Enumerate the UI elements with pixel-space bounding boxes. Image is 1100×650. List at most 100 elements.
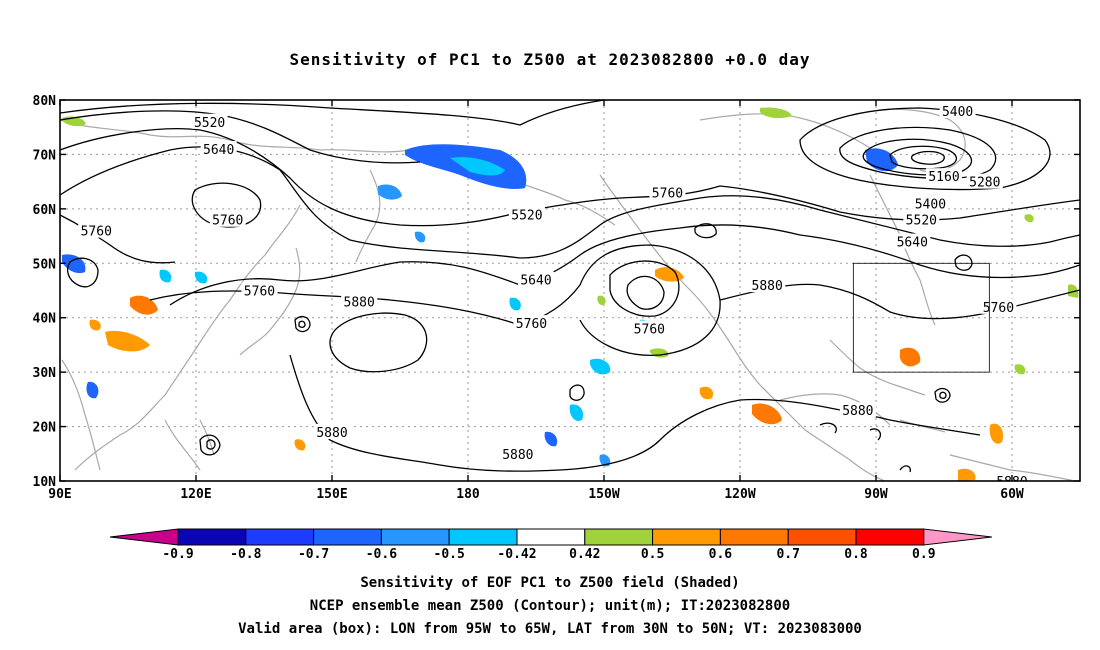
map-border xyxy=(59,99,1081,482)
contour-label: 5160 xyxy=(928,170,959,185)
z500-contours xyxy=(60,100,1080,473)
colorbar-segment xyxy=(855,528,925,546)
lat-tick-label: 60N xyxy=(33,203,57,218)
contour-label: 5400 xyxy=(915,197,946,212)
negative-patch xyxy=(450,157,505,176)
colorbar-segment xyxy=(245,528,315,546)
colorbar-segment xyxy=(516,528,586,546)
contour-label-bg xyxy=(78,222,115,238)
contour-label-bg xyxy=(518,271,554,287)
colorbar-segment xyxy=(584,528,654,546)
contour-label-bg xyxy=(314,424,350,440)
lon-tick-label: 120W xyxy=(724,487,755,502)
lat-tick-label: 10N xyxy=(33,475,57,490)
lon-tick-label: 180 xyxy=(456,487,480,502)
contour-label-bg xyxy=(191,113,228,129)
colorbar-segment xyxy=(448,528,518,546)
positive-patch xyxy=(989,423,1004,444)
contour-label: 5520 xyxy=(906,214,937,229)
contour-label: 5880 xyxy=(316,426,347,441)
lat-tick-label: 50N xyxy=(33,257,57,272)
contour-labels: 5520 5640 5760 5760 5760 5880 5520 5640 5760 5760… xyxy=(78,102,1030,481)
positive-patch xyxy=(294,439,306,451)
valid-area-box xyxy=(852,262,990,373)
contour-label-bg xyxy=(631,320,668,336)
contour-label-bg xyxy=(499,445,536,461)
lat-tick-label: 80N xyxy=(33,94,57,109)
positive-patch xyxy=(752,403,782,425)
contour-label-bg xyxy=(912,195,949,211)
contour-label: 5280 xyxy=(969,176,1000,191)
negative-patch xyxy=(86,381,99,399)
footer-contour-description: NCEP ensemble mean Z500 (Contour); unit(… xyxy=(309,598,791,614)
negative-patch xyxy=(378,184,402,200)
colorbar-label: -0.7 xyxy=(298,547,329,562)
lat-tick-label: 40N xyxy=(33,312,57,327)
negative-patch xyxy=(569,404,584,421)
footer-shading-description: Sensitivity of EOF PC1 to Z500 field (Sh… xyxy=(360,575,740,591)
negative-patch xyxy=(544,431,558,447)
colorbar-label: 0.42 xyxy=(569,547,600,562)
lat-tick-label: 70N xyxy=(33,148,57,163)
colorbar-label: 0.8 xyxy=(844,547,868,562)
contour-label-bg xyxy=(966,173,1003,189)
footer-valid-area-description: Valid area (box): LON from 95W to 65W, L… xyxy=(238,621,862,637)
positive-patch xyxy=(105,330,150,352)
contour-label-bg xyxy=(749,277,786,293)
colorbar-segment xyxy=(787,528,857,546)
negative-patch xyxy=(599,454,611,467)
contour-label: 5400 xyxy=(942,105,973,120)
negative-patch xyxy=(509,297,521,311)
contour-label: 5880 xyxy=(344,295,375,310)
contour-label: 5760 xyxy=(212,214,243,229)
colorbar-label: 0.6 xyxy=(709,547,733,562)
contour-label: 5760 xyxy=(634,323,665,338)
colorbar-segment xyxy=(652,528,721,546)
lon-tick-label: 90W xyxy=(864,487,888,502)
negative-patch xyxy=(159,269,172,283)
contour-label: 5640 xyxy=(203,143,234,158)
lon-tick-label: 90E xyxy=(48,487,71,502)
contour-label-bg xyxy=(649,184,686,200)
contour-label-bg xyxy=(839,402,876,418)
positive-patch xyxy=(699,386,714,400)
contour-label-bg xyxy=(513,315,550,331)
lon-tick-label: 150W xyxy=(588,487,619,502)
contour-label: 5760 xyxy=(983,301,1014,316)
colorbar-label: -0.8 xyxy=(230,547,261,562)
contour-label: 5520 xyxy=(194,116,225,131)
negative-patch xyxy=(414,231,426,243)
colorbar-segment xyxy=(719,528,789,546)
contour-label: 5880 xyxy=(502,448,533,463)
contour-label-bg xyxy=(894,233,931,249)
colorbar-segment xyxy=(313,528,382,546)
latitude-axis: 10N 20N 30N 40N 50N 60N 70N 80N xyxy=(33,94,1080,490)
contour-label-bg xyxy=(926,168,962,184)
grid-lines xyxy=(60,100,1080,481)
contour-label-bg xyxy=(200,140,237,156)
contour-label-bg xyxy=(241,282,278,298)
contour-label: 5640 xyxy=(897,236,928,251)
contour-label-bg xyxy=(209,211,246,227)
positive-patch xyxy=(958,468,976,481)
colorbar-label: 0.9 xyxy=(912,547,935,562)
contour-label: 5880 xyxy=(752,279,783,294)
negative-patch xyxy=(590,358,611,375)
lat-tick-label: 20N xyxy=(33,421,57,436)
contour-label: 5520 xyxy=(511,208,542,223)
colorbar-high-arrow xyxy=(923,528,992,546)
contour-label-bg xyxy=(903,211,940,227)
contour-label-bg xyxy=(341,293,378,309)
contour-label: 5760 xyxy=(81,225,112,240)
colorbar-low-arrow xyxy=(109,528,179,546)
contour-label: 5760 xyxy=(652,187,683,202)
plot-title: Sensitivity of PC1 to Z500 at 2023082800… xyxy=(289,50,811,69)
positive-patch xyxy=(655,267,684,282)
positive-patch xyxy=(1014,364,1026,375)
colorbar-segment xyxy=(380,528,450,546)
contour-label-bg xyxy=(508,206,545,222)
contour-label: 5880 xyxy=(842,404,873,419)
contour-label: 5760 xyxy=(244,285,275,300)
colorbar-label: 0.5 xyxy=(641,547,664,562)
